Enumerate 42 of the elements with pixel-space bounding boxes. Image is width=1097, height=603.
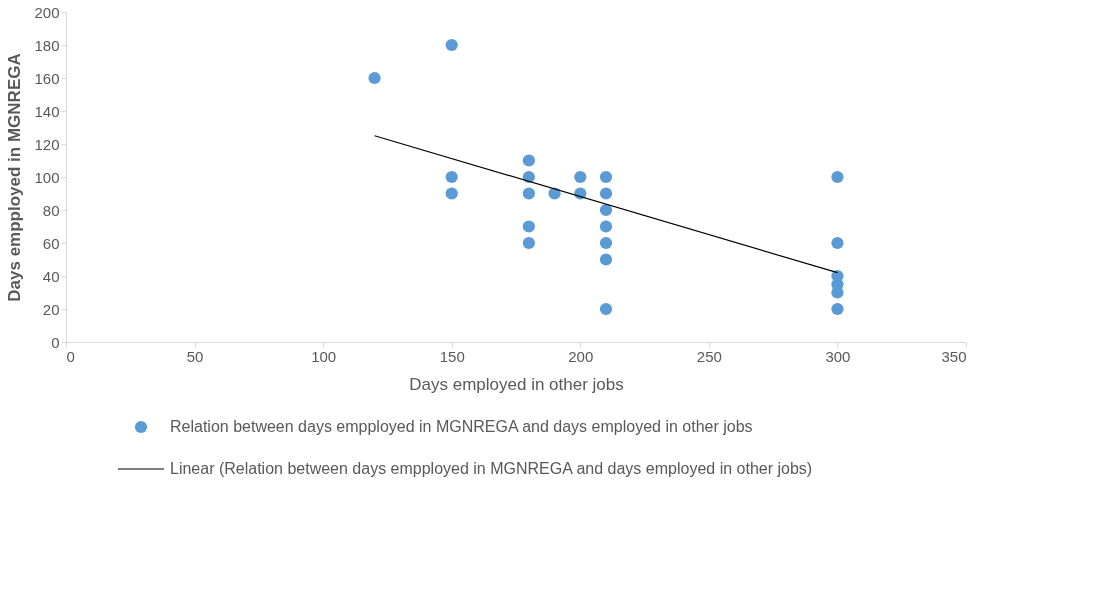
y-tick-label: 20 [42,300,60,318]
legend-label: Linear (Relation between days empployed in MGNREGA and days employed in other jobs) [170,460,813,477]
x-tick-label: 100 [311,347,337,365]
point [522,187,535,200]
point [445,187,458,200]
point [599,203,613,217]
point [368,71,381,85]
point [599,220,613,233]
y-tick-label: 200 [34,3,60,21]
point [599,187,613,200]
point [599,302,613,316]
legend-label: Relation between days empployed in MGNREGA and days employed in other jobs [170,418,753,435]
point [445,170,458,184]
x-tick-label: 300 [825,347,851,365]
x-tick-label: 0 [66,347,75,365]
y-tick-label: 100 [34,168,60,186]
point [599,170,613,184]
y-tick-label: 0 [51,333,60,351]
y-tick-label: 80 [42,201,60,219]
x-tick-label: 150 [439,347,465,365]
point [522,220,535,233]
y-tick-label: 120 [34,135,60,153]
point [445,38,458,52]
x-tick-label: 250 [696,347,722,365]
point [831,236,844,250]
y-tick-label: 140 [34,102,60,120]
point [574,170,587,184]
x-axis-title: Days employed in other jobs [409,374,624,394]
point [599,236,613,250]
point [522,236,535,250]
x-tick-label: 50 [186,347,204,365]
point [599,253,613,266]
point [831,302,844,316]
y-tick-label: 180 [34,36,60,54]
y-tick-label: 160 [34,69,60,87]
point [831,170,844,184]
y-axis-title: Days empployed in MGNREGA [5,53,25,302]
x-tick-label: 200 [568,347,594,365]
point [522,154,535,167]
x-tick-label: 350 [941,347,967,365]
y-tick-label: 40 [42,267,60,285]
y-tick-label: 60 [42,234,60,252]
